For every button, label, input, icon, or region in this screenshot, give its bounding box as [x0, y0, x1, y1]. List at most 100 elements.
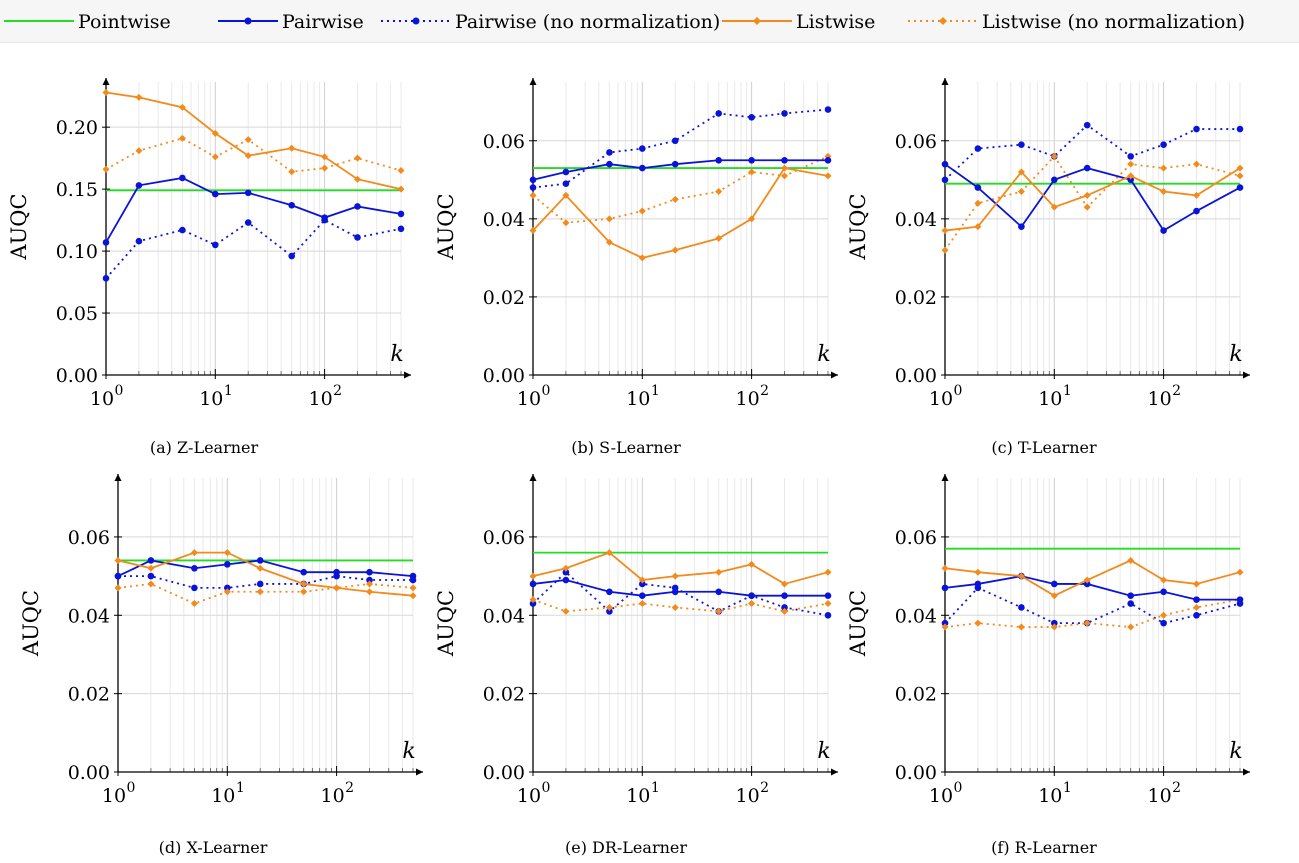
data-point — [639, 145, 646, 152]
data-point — [256, 557, 264, 564]
data-point — [941, 623, 949, 631]
data-point — [288, 168, 296, 176]
data-point — [1050, 623, 1058, 631]
data-point — [671, 195, 679, 203]
data-point — [529, 176, 537, 184]
data-point — [1127, 556, 1135, 564]
legend-marker — [753, 17, 761, 25]
data-point — [1236, 568, 1244, 576]
legend-label: Pointwise — [78, 11, 171, 33]
data-point — [179, 174, 186, 182]
series — [941, 121, 1244, 184]
y-tick-label: 0.00 — [56, 365, 98, 387]
data-point — [1193, 160, 1201, 168]
data-point — [529, 600, 537, 607]
data-point — [824, 156, 832, 164]
data-point — [366, 576, 373, 584]
x-tick-label: 10 — [102, 785, 126, 807]
x-tick-label: 10 — [1148, 785, 1172, 807]
y-axis-arrow — [102, 78, 110, 85]
data-point — [748, 215, 756, 223]
data-point — [638, 254, 646, 262]
series-line — [532, 155, 829, 224]
data-point — [529, 580, 537, 588]
data-point — [941, 584, 949, 592]
data-point — [974, 568, 982, 576]
data-point — [244, 189, 252, 197]
legend-entry: Pairwise — [218, 11, 364, 33]
x-tick-label: 10 — [211, 785, 235, 807]
data-point — [824, 611, 832, 619]
data-point — [1193, 611, 1200, 619]
legend-label: Listwise (no normalization) — [982, 11, 1245, 33]
x-tick-exponent: 1 — [1063, 780, 1072, 796]
data-point — [333, 568, 340, 576]
legend-entry: Pointwise — [4, 11, 171, 33]
data-point — [333, 584, 341, 592]
x-tick-exponent: 2 — [760, 780, 769, 796]
data-point — [781, 580, 789, 588]
data-point — [1160, 164, 1168, 172]
series — [941, 152, 1244, 254]
data-point — [102, 88, 110, 96]
y-tick-label: 0.00 — [483, 365, 525, 387]
x-tick-label: 10 — [517, 388, 541, 410]
x-tick-label: 10 — [736, 388, 760, 410]
series-line — [944, 123, 1240, 181]
data-point — [244, 219, 252, 226]
data-point — [366, 580, 374, 588]
data-point — [715, 188, 723, 196]
data-point — [781, 604, 788, 611]
data-point — [244, 136, 252, 144]
data-point — [397, 225, 405, 233]
y-tick-label: 0.06 — [483, 131, 525, 153]
data-point — [1017, 623, 1025, 631]
data-point — [606, 160, 613, 168]
data-point — [1127, 592, 1134, 599]
data-point — [606, 149, 613, 156]
data-point — [300, 580, 308, 588]
data-point — [321, 153, 329, 161]
data-point — [671, 572, 679, 580]
data-point — [1160, 611, 1168, 619]
y-tick-label: 0.02 — [68, 684, 110, 706]
x-tick-label: 10 — [517, 785, 541, 807]
y-tick-label: 0.05 — [56, 303, 98, 325]
data-point — [671, 603, 679, 611]
data-point — [1160, 188, 1168, 196]
series — [941, 164, 1244, 235]
data-point — [529, 227, 537, 235]
data-point — [1193, 596, 1200, 603]
series-line — [944, 167, 1241, 232]
data-point — [135, 237, 143, 245]
series — [941, 160, 1244, 234]
data-point — [1051, 580, 1058, 588]
y-tick-label: 0.00 — [895, 762, 937, 784]
y-tick-label: 0.02 — [895, 684, 937, 706]
data-point — [715, 110, 722, 117]
data-point — [1083, 576, 1091, 584]
x-axis-label: k — [1229, 342, 1242, 367]
y-tick-label: 0.04 — [895, 209, 937, 231]
data-point — [1018, 604, 1025, 611]
series-line — [944, 575, 1240, 601]
legend-marker — [244, 17, 252, 25]
data-point — [529, 191, 537, 199]
series — [102, 174, 405, 246]
data-point — [1127, 600, 1134, 607]
y-axis-label: AUQC — [846, 193, 870, 260]
legend-label: Pairwise — [282, 11, 364, 33]
data-point — [366, 568, 373, 576]
series — [529, 152, 832, 227]
series-line — [117, 583, 414, 605]
data-point — [321, 214, 328, 221]
data-point — [190, 600, 198, 608]
data-point — [1127, 623, 1135, 631]
panel-caption: (d) X-Learner — [159, 838, 268, 857]
y-tick-label: 0.06 — [483, 527, 525, 549]
x-tick-label: 10 — [626, 785, 650, 807]
legend-bar — [0, 0, 1299, 43]
x-axis-label: k — [402, 739, 415, 764]
